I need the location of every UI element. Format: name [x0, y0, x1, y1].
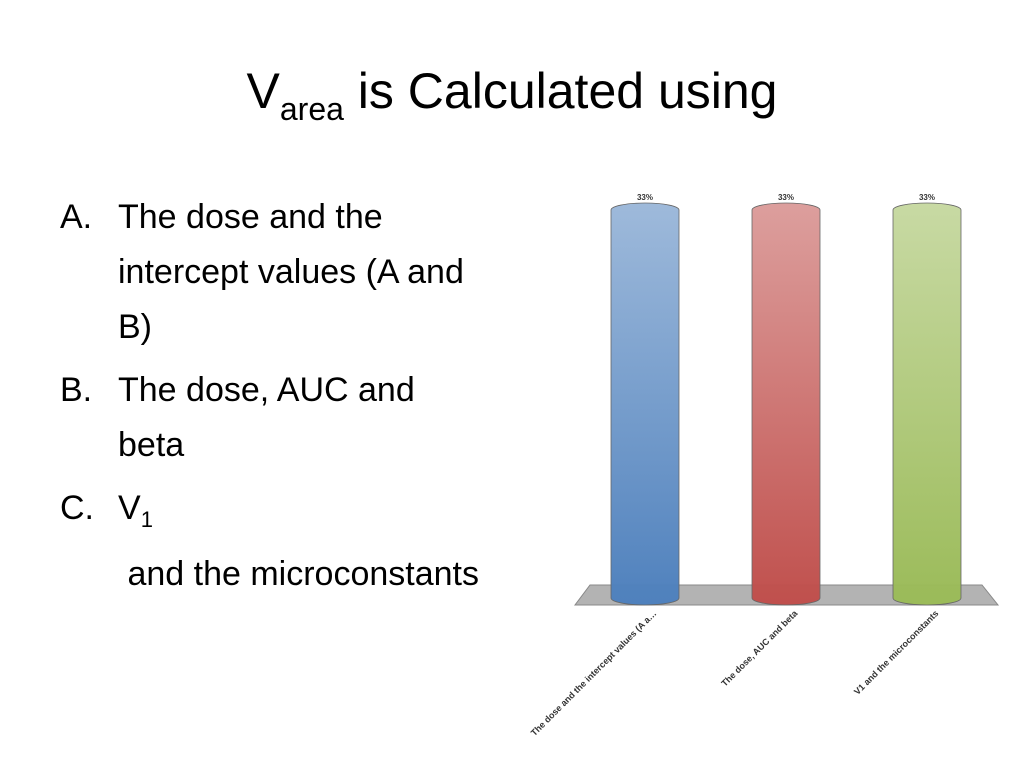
title-text: V	[246, 63, 280, 119]
answer-list: A. The dose and the intercept values (A a…	[60, 190, 490, 610]
answer-item: C. V1 and the microconstants	[60, 481, 490, 602]
slide-title: Varea is Calculated using	[0, 62, 1024, 128]
x-tick-label: The dose, AUC and beta	[719, 608, 800, 689]
item-text: and the microconstants	[118, 555, 479, 593]
item-text: V1 and the microconstants	[118, 481, 490, 602]
value-label: 33%	[778, 193, 794, 202]
item-text: V	[118, 489, 141, 527]
answer-item: B. The dose, AUC and beta	[60, 363, 490, 473]
value-label: 33%	[919, 193, 935, 202]
item-marker: C.	[60, 489, 94, 527]
item-text: The dose and the intercept values (A and…	[118, 198, 464, 346]
bar	[892, 202, 962, 606]
item-text: The dose, AUC and beta	[118, 371, 415, 464]
answer-item: A. The dose and the intercept values (A a…	[60, 190, 490, 355]
bar	[751, 202, 821, 606]
title-subscript: area	[279, 91, 344, 127]
item-marker: A.	[60, 198, 93, 236]
x-tick-label: The dose and the intercept values (A a…	[529, 608, 659, 738]
item-marker: B.	[60, 371, 93, 409]
item-subscript: 1	[140, 507, 153, 532]
title-text: is Calculated using	[343, 63, 778, 119]
bar	[610, 202, 680, 606]
value-label: 33%	[637, 193, 653, 202]
x-tick-label: V1 and the microconstants	[852, 608, 940, 696]
